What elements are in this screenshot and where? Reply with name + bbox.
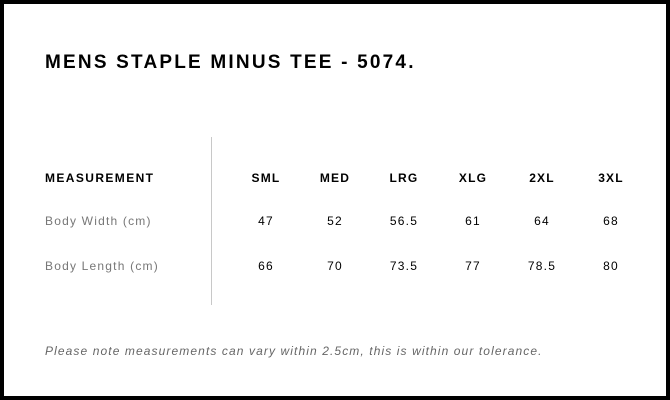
table-cell: 56.5 <box>389 214 419 228</box>
size-header-2xl: 2XL <box>529 171 555 185</box>
size-header-lrg: LRG <box>389 171 419 185</box>
page-title: MENS STAPLE MINUS TEE - 5074. <box>45 52 416 73</box>
size-chart-card: MENS STAPLE MINUS TEE - 5074. MEASUREMEN… <box>4 4 666 396</box>
table-cell: 70 <box>327 259 343 273</box>
size-header-sml: SML <box>251 171 281 185</box>
table-cell: 64 <box>534 214 550 228</box>
row-label-body-width: Body Width (cm) <box>45 214 152 228</box>
table-cell: 61 <box>465 214 481 228</box>
tolerance-note: Please note measurements can vary within… <box>45 344 543 358</box>
table-cell: 73.5 <box>389 259 419 273</box>
size-header-med: MED <box>319 171 351 185</box>
table-cell: 77 <box>465 259 481 273</box>
size-header-xlg: XLG <box>458 171 488 185</box>
table-cell: 52 <box>327 214 343 228</box>
measurement-header: MEASUREMENT <box>45 171 155 185</box>
table-cell: 80 <box>603 259 619 273</box>
table-cell: 78.5 <box>527 259 557 273</box>
column-divider <box>211 137 212 305</box>
table-cell: 68 <box>603 214 619 228</box>
size-header-3xl: 3XL <box>598 171 624 185</box>
table-cell: 47 <box>258 214 274 228</box>
table-cell: 66 <box>258 259 274 273</box>
row-label-body-length: Body Length (cm) <box>45 259 159 273</box>
